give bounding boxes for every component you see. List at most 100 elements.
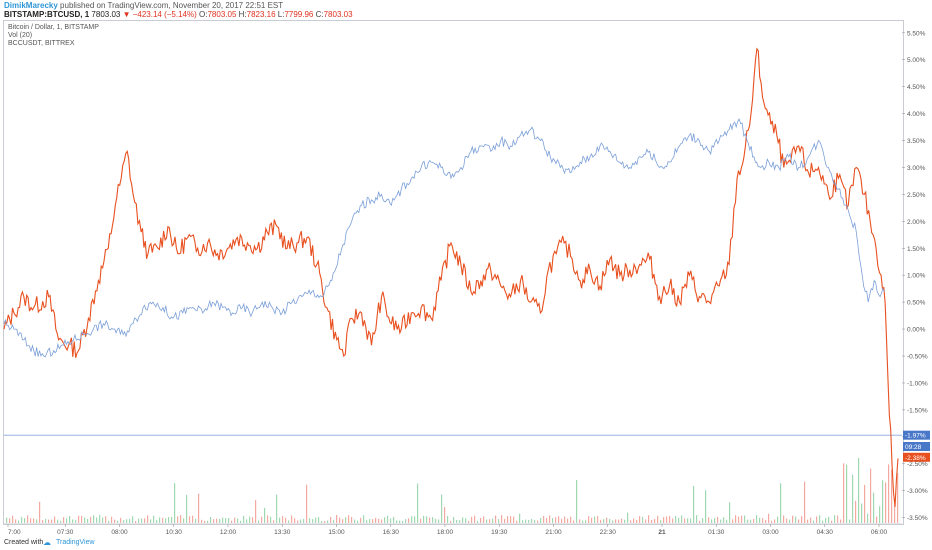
volume-bar [180,515,182,523]
volume-bar [237,518,239,523]
volume-bar [315,517,317,523]
volume-bar [276,494,278,523]
y-tick-label: -1.50% [907,407,928,414]
volume-bar [648,515,650,523]
volume-bar [168,517,170,523]
volume-bar [405,519,407,523]
volume-bar [606,517,608,523]
volume-bar [840,519,842,523]
volume-bar [669,515,671,523]
volume-bar [513,516,515,523]
tradingview-link[interactable]: TradingView [56,539,95,546]
volume-bar [153,515,155,523]
volume-bar [891,469,893,523]
low-value: 7799.96 [284,10,314,19]
volume-bar [459,520,461,523]
volume-bar [486,519,488,523]
volume-bar [816,516,818,523]
volume-bar [801,516,803,523]
volume-bar [849,519,851,523]
price-axis[interactable]: 5.50% 5.00% 4.50% 4.00% 3.50% 3.00% 2.50% 2.00%… [902,30,928,522]
volume-bar [384,517,386,523]
volume-bar [642,516,644,523]
symbol-name: BITSTAMP:BTCUSD, 1 [4,10,90,19]
volume-bar [51,519,53,523]
volume-bar [273,520,275,523]
volume-bar [597,516,599,523]
high-value: 7823.16 [246,10,276,19]
volume-bar [282,516,284,523]
volume-bar [564,516,566,523]
volume-bar [117,520,119,523]
x-tick-label: 19:30 [491,529,508,536]
volume-bar [285,517,287,523]
x-tick-label: 21:00 [545,529,562,536]
volume-bar [192,515,194,523]
published-text: published on TradingView.com, November 2… [60,1,284,10]
author-name[interactable]: DimikMarecky [4,1,58,10]
volume-bar [156,519,158,523]
volume-bar [678,517,680,523]
volume-bar [663,517,665,523]
y-tick-label: 1.50% [907,246,926,253]
x-tick-label: 04:30 [817,529,834,536]
volume-bar [798,519,800,523]
volume-bar [171,516,173,523]
volume-bar [417,483,419,523]
volume-bar [294,518,296,523]
volume-bar [132,516,134,523]
volume-bar [402,520,404,523]
volume-bar [696,515,698,523]
y-tick-label: -3.00% [907,488,928,495]
volume-bar [414,516,416,523]
volume-bar [516,520,518,523]
x-tick-label: 10:30 [166,529,183,536]
volume-bar [804,481,806,523]
volume-bar [879,506,881,523]
volume-bar [111,516,113,523]
y-tick-label: 0.50% [907,300,926,307]
volume-bar [765,519,767,523]
volume-bar [789,519,791,523]
volume-bar [96,517,98,523]
volume-bar [852,474,854,523]
volume-bar [870,468,872,523]
volume-bar [174,483,176,523]
volume-bar [858,458,860,523]
volume-bar [792,515,794,523]
volume-bar [186,494,188,523]
volume-bar [333,519,335,523]
volume-bar [246,519,248,523]
volume-bar [444,507,446,523]
volume-bar [36,519,38,523]
volume-bar [735,515,737,523]
volume-bar [681,515,683,523]
volume-bar [846,464,848,523]
volume-bar [876,516,878,523]
volume-bar [750,519,752,523]
volume-bar [666,516,668,523]
volume-bar [639,516,641,523]
volume-bar [240,520,242,523]
volume-bar [261,516,263,523]
time-axis[interactable]: 7:00 07:30 08:00 10:30 12:00 13:30 15:00 16:30 1… [4,523,902,536]
volume-bar [60,520,62,523]
volume-bar [483,516,485,523]
legend-volume: Vol (20) [8,32,33,39]
volume-bar [546,517,548,523]
volume-bar [465,518,467,523]
open-label: O: [199,10,208,19]
volume-bar [723,517,725,523]
volume-bar [195,518,197,523]
volume-bar [468,520,470,523]
volume-bar [411,516,413,523]
volume-bar [9,518,11,523]
volume-bar [81,515,83,523]
volume-bar [321,520,323,523]
volume-bar [720,519,722,523]
x-tick-label: 06:00 [871,529,888,536]
volume-bar [435,518,437,523]
volume-bar [519,513,521,523]
volume-bar [885,482,887,523]
